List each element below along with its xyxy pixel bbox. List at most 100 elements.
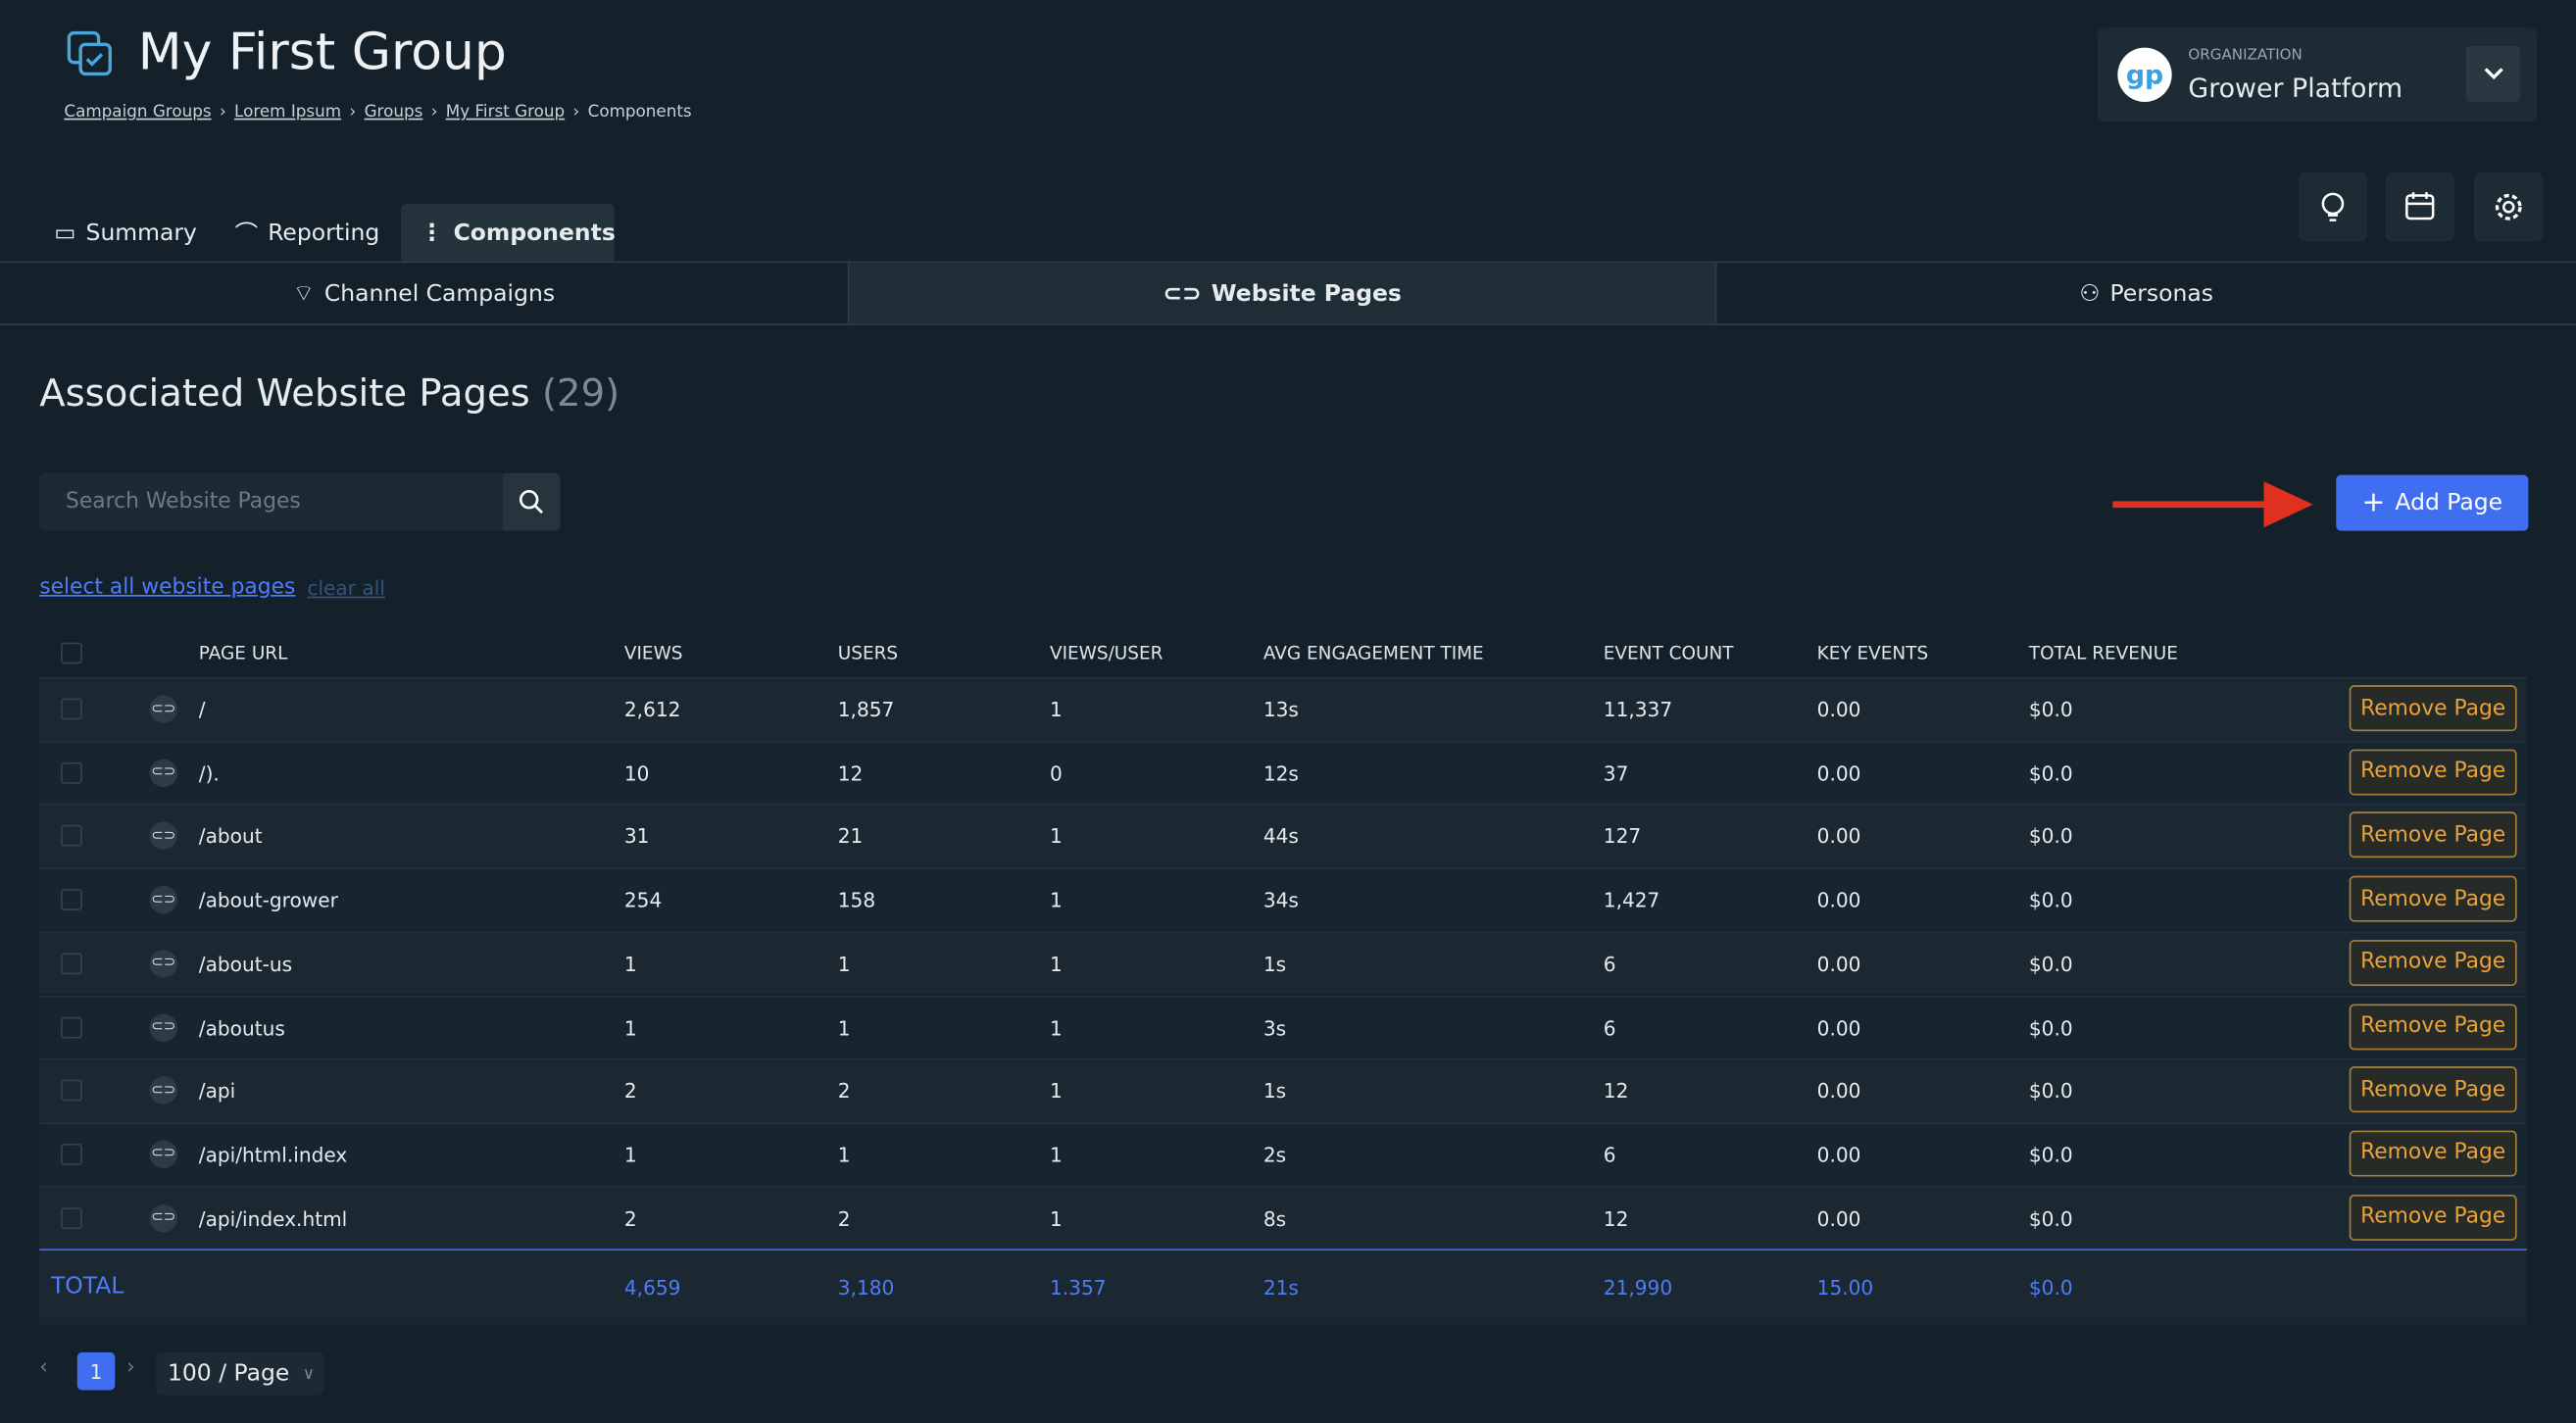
column-header: VIEWS/USER [1049, 642, 1164, 664]
checkbox[interactable] [61, 1143, 82, 1165]
clear-all[interactable]: clear all [307, 576, 385, 600]
cell: 127 [1603, 825, 1642, 849]
cell: 13s [1263, 698, 1299, 722]
cell: 2 [837, 1206, 851, 1231]
next[interactable]: › [126, 1355, 135, 1381]
org-name: Grower Platform [2188, 72, 2403, 104]
cell: 1 [623, 953, 637, 976]
cell: 2,612 [623, 698, 681, 722]
cell: 2 [623, 1079, 637, 1104]
cell: /). [198, 761, 220, 785]
ideas-button[interactable] [2298, 172, 2368, 242]
table-row: ⊂⊃ /). 10 12 0 12s 37 0.00 $0.0 Remove Page [39, 740, 2527, 805]
remove-page-button[interactable]: Remove Page [2349, 811, 2517, 859]
checkbox[interactable] [61, 698, 82, 720]
search-input[interactable]: Search Website Pages [39, 472, 503, 531]
cell: 1 [1049, 825, 1063, 849]
remove-page-button[interactable]: Remove Page [2349, 1194, 2517, 1241]
remove-page-button[interactable]: Remove Page [2349, 1130, 2517, 1177]
cell: 0 [1049, 761, 1063, 785]
cell: 1 [837, 953, 851, 976]
remove-page-button[interactable]: Remove Page [2349, 1003, 2517, 1050]
cell: 2 [623, 1206, 637, 1231]
subtab[interactable]: ⌔ Channel Campaigns [0, 263, 850, 324]
checkbox[interactable] [61, 642, 82, 664]
cell: 37 [1603, 761, 1629, 785]
cell: $0.0 [2028, 1016, 2073, 1040]
checkbox[interactable] [61, 825, 82, 848]
checkbox[interactable] [61, 1079, 82, 1102]
checkbox[interactable] [61, 953, 82, 974]
table-row: ⊂⊃ /about-grower 254 158 1 34s 1,427 0.00 $0.0 Re… [39, 867, 2527, 932]
cell: 6 [1603, 1016, 1616, 1040]
total-cell: 21s [1263, 1277, 1299, 1300]
page-title: My First Group [137, 23, 507, 82]
cell: 3s [1263, 1016, 1287, 1040]
remove-page-button[interactable]: Remove Page [2349, 1066, 2517, 1113]
crumb[interactable]: Groups [364, 103, 423, 123]
total-cell: 21,990 [1603, 1277, 1673, 1300]
checkbox[interactable] [61, 1206, 82, 1229]
calendar-button[interactable] [2385, 172, 2454, 242]
select-all[interactable]: select all website pages [39, 574, 296, 600]
column-header: PAGE URL [198, 642, 288, 664]
link-icon: ⊂⊃ [149, 949, 178, 978]
cell: 0.00 [1816, 889, 1861, 912]
subtab-active[interactable]: ⊂⊃ Website Pages [849, 263, 1717, 324]
org-dropdown[interactable] [2465, 45, 2520, 102]
cell: 1 [837, 1016, 851, 1040]
cell: /api/html.index [198, 1143, 348, 1167]
tab[interactable]: ▭ Summary [54, 219, 197, 246]
cell: 1 [1049, 1206, 1063, 1231]
crumb[interactable]: My First Group [445, 103, 566, 123]
cell: 34s [1263, 889, 1299, 912]
link-icon: ⊂⊃ [149, 695, 178, 723]
column-header: VIEWS [623, 642, 683, 664]
tab-active[interactable]: ⋮ Components [400, 203, 616, 262]
cell: 12 [1603, 1079, 1629, 1104]
cell: $0.0 [2028, 1079, 2073, 1104]
prev[interactable]: ‹ [39, 1355, 48, 1381]
cell: $0.0 [2028, 825, 2073, 849]
section-title: Associated Website Pages (29) [39, 372, 620, 417]
page-number[interactable]: 1 [76, 1351, 116, 1391]
tab[interactable]: ⌒ Reporting [234, 219, 380, 248]
remove-page-button[interactable]: Remove Page [2349, 939, 2517, 986]
cell: 1 [1049, 953, 1063, 976]
checkbox[interactable] [61, 761, 82, 784]
search-button[interactable] [502, 472, 561, 531]
remove-page-button[interactable]: Remove Page [2349, 875, 2517, 922]
cell: /about-grower [198, 889, 338, 912]
table: PAGE URL VIEWS USERS VIEWS/USER AVG ENGAGEME… [39, 627, 2527, 1327]
cell: 6 [1603, 1143, 1616, 1167]
remove-page-button[interactable]: Remove Page [2349, 749, 2517, 795]
cell: $0.0 [2028, 889, 2073, 912]
cell: 1 [1049, 1016, 1063, 1040]
breadcrumbs: Campaign Groups › Lorem Ipsum › Groups › My Fi… [64, 103, 692, 123]
page-size[interactable]: 100 / Page ∨ [156, 1351, 324, 1396]
remove-page-button[interactable]: Remove Page [2349, 685, 2517, 732]
org-switcher[interactable]: gp ORGANIZATION Grower Platform [2098, 27, 2537, 123]
cell: 1 [837, 1143, 851, 1167]
cell: 1 [1049, 1143, 1063, 1167]
table-row: ⊂⊃ /api/index.html 2 2 1 8s 12 0.00 $0.0 Remove P… [39, 1185, 2527, 1250]
add-page-button[interactable]: + Add Page [2336, 474, 2529, 531]
cell: 31 [623, 825, 650, 849]
crumb[interactable]: Lorem Ipsum [234, 103, 342, 123]
cell: $0.0 [2028, 698, 2073, 722]
checkbox[interactable] [61, 889, 82, 911]
cell: /api/index.html [198, 1206, 348, 1231]
settings-button[interactable] [2474, 172, 2544, 242]
link-icon: ⊂⊃ [149, 759, 178, 787]
cell: 1,857 [837, 698, 895, 722]
checkbox[interactable] [61, 1016, 82, 1038]
cell: /about-us [198, 953, 293, 976]
crumb[interactable]: Campaign Groups [64, 103, 212, 123]
table-row: ⊂⊃ /about 31 21 1 44s 127 0.00 $0.0 Remove Page [39, 804, 2527, 868]
cell: 2 [837, 1079, 851, 1104]
link-icon: ⊂⊃ [149, 885, 178, 914]
crumb: Components [587, 103, 692, 123]
table-row: ⊂⊃ / 2,612 1,857 1 13s 11,337 0.00 $0.0 Remove Pa… [39, 676, 2527, 741]
subtab[interactable]: ⚇ Personas [2079, 279, 2213, 307]
